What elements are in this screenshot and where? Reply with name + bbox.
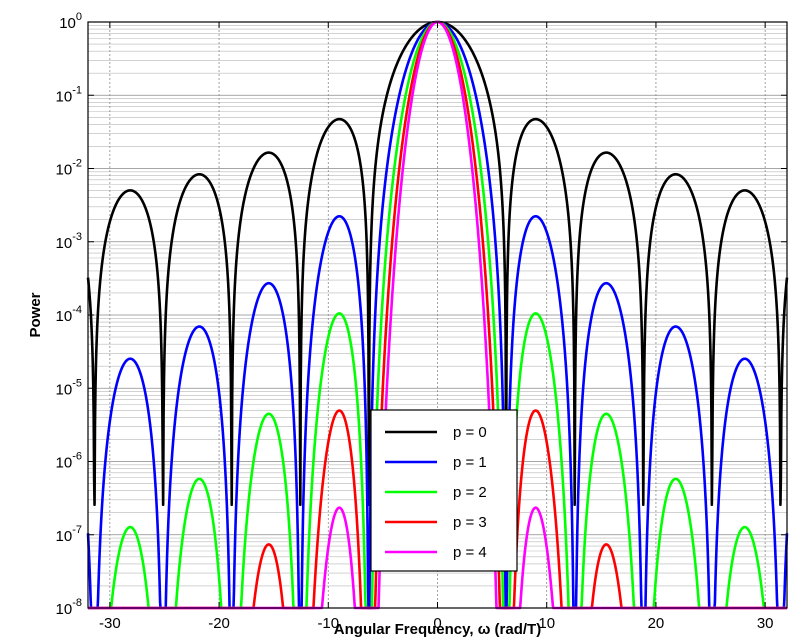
- y-tick-label: 10-5: [56, 377, 82, 398]
- legend: p = 0 p = 1 p = 2 p = 3 p = 4: [370, 409, 518, 572]
- x-tick-label: 30: [757, 615, 774, 632]
- y-tick-label: 10-7: [56, 524, 82, 545]
- x-tick-label: 0: [433, 615, 441, 632]
- legend-label: p = 1: [453, 454, 487, 471]
- x-axis-label: Angular Frequency, ω (rad/T): [334, 621, 541, 638]
- x-tick-label: 20: [648, 615, 665, 632]
- y-tick-labels: 10-8 10-7 10-6 10-5 10-4 10-3 10-2 10-1 100: [56, 11, 82, 618]
- x-tick-label: 10: [538, 615, 555, 632]
- y-tick-label: 10-3: [56, 231, 82, 252]
- y-tick-label: 10-8: [56, 597, 82, 618]
- legend-label: p = 4: [453, 544, 487, 561]
- y-tick-label: 10-6: [56, 451, 82, 472]
- x-tick-labels: -30 -20 -10 0 10 20 30: [99, 615, 774, 632]
- y-tick-label: 10-4: [56, 304, 82, 325]
- x-tick-label: -30: [99, 615, 121, 632]
- legend-box: [370, 409, 518, 572]
- legend-label: p = 3: [453, 514, 487, 531]
- y-tick-label: 100: [59, 11, 82, 32]
- y-axis-label: Power: [27, 292, 44, 337]
- x-tick-label: -20: [208, 615, 230, 632]
- y-tick-label: 10-1: [56, 84, 82, 105]
- y-tick-label: 10-2: [56, 158, 82, 179]
- legend-label: p = 2: [453, 484, 487, 501]
- x-tick-label: -10: [317, 615, 339, 632]
- legend-label: p = 0: [453, 424, 487, 441]
- tick-marks: [88, 21, 787, 609]
